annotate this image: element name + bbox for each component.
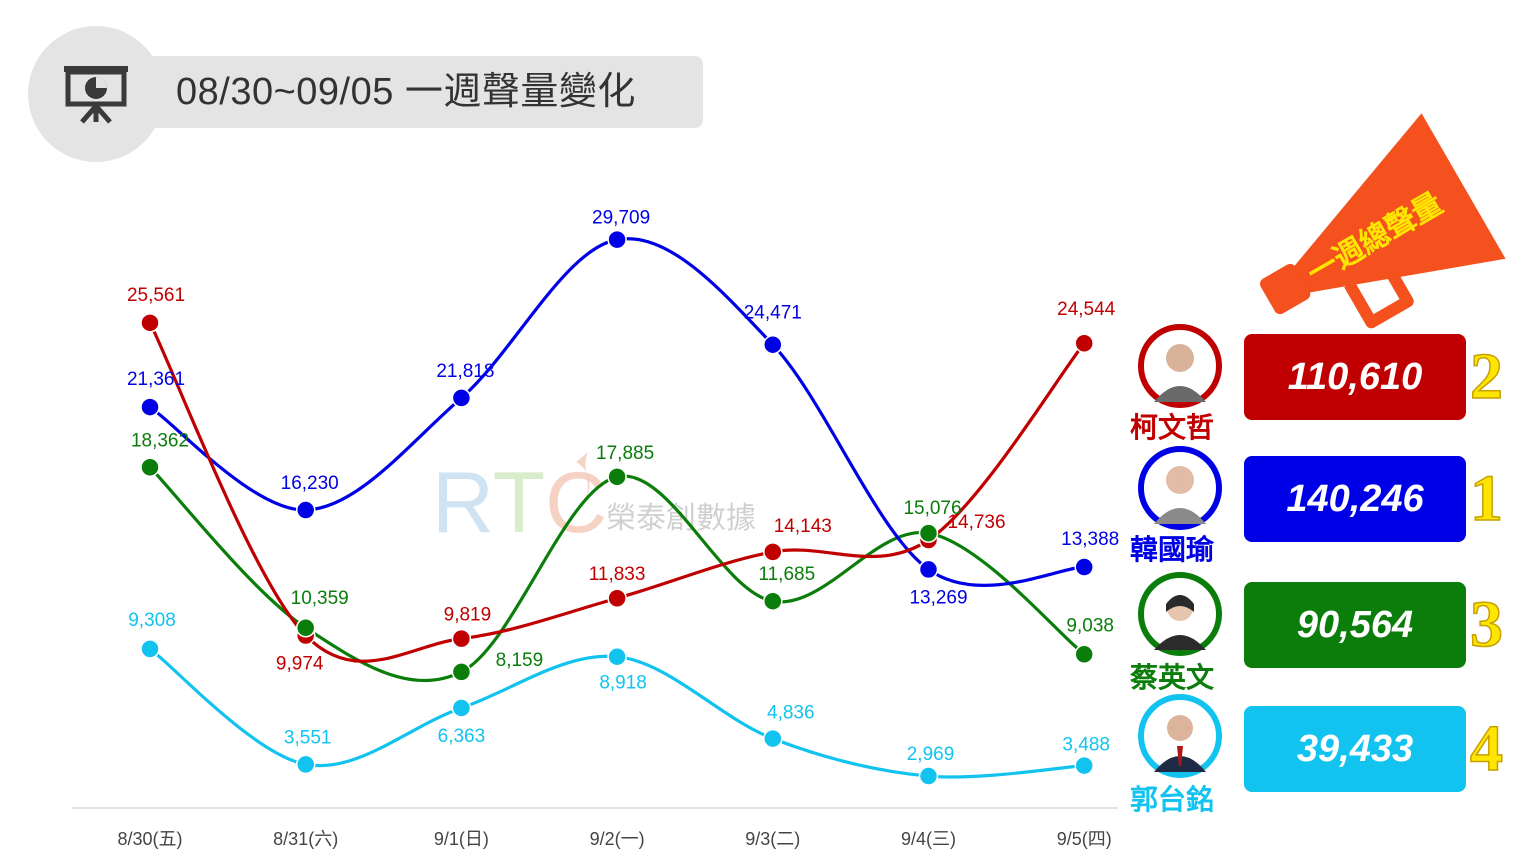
data-label: 17,885 [596,443,654,464]
data-label: 9,819 [444,605,492,626]
data-label: 8,159 [496,650,544,671]
candidate-name: 韓國瑜 [1130,534,1215,565]
data-point [140,457,160,478]
data-label: 2,969 [907,744,955,765]
data-point [918,523,939,543]
data-point [607,588,627,608]
avatar [1138,324,1222,408]
person-icon [1154,715,1206,772]
data-label: 9,974 [276,654,324,675]
avatar [1138,694,1222,778]
person-icon [1154,344,1206,402]
x-tick-label: 9/5(四) [1057,829,1112,849]
total-volume-box: 90,564 [1244,582,1466,668]
rank-number: 3 [1469,588,1504,661]
avatar [1138,572,1222,656]
data-point [607,229,627,250]
watermark-logo: RTC [432,455,607,551]
data-label: 15,076 [903,498,961,519]
data-point [295,618,316,638]
data-label: 14,736 [947,512,1005,533]
x-tick-label: 9/2(一) [590,829,645,849]
candidate-name: 柯文哲 [1130,412,1215,443]
data-label: 9,308 [128,610,176,631]
data-label: 13,388 [1061,529,1119,550]
data-label: 14,143 [774,516,832,537]
person-icon [1154,595,1206,650]
data-point [451,628,472,649]
total-volume-box: 140,246 [1244,456,1466,542]
rank-number: 1 [1469,462,1504,535]
data-label: 21,818 [436,361,494,382]
data-label: 10,359 [291,588,349,609]
data-label: 24,471 [744,303,802,324]
data-point [295,500,316,520]
page-title: 08/30~09/05 一週聲量變化 [176,71,636,113]
data-point [295,754,316,775]
x-tick-label: 9/1(日) [434,829,489,849]
data-point [140,397,160,417]
watermark: RTC 榮泰創數據 [432,452,756,551]
candidate-name: 郭台銘 [1130,784,1215,815]
data-point [607,467,627,487]
watermark-text: 榮泰創數據 [606,502,756,535]
data-label: 13,269 [909,587,967,608]
data-label: 18,362 [131,430,189,451]
data-label: 8,918 [599,673,647,694]
x-tick-label: 9/3(二) [745,829,800,849]
x-tick-label: 9/4(三) [901,829,956,849]
total-volume-box: 110,610 [1244,334,1466,420]
data-point [1074,644,1094,665]
rank-number: 2 [1469,340,1504,413]
data-label: 3,488 [1062,735,1110,756]
data-point [451,388,472,408]
rank-number: 4 [1469,712,1504,785]
data-label: 11,833 [589,564,646,585]
data-label: 11,685 [758,564,815,585]
data-point [451,662,472,682]
data-label: 9,038 [1066,615,1114,636]
data-label: 29,709 [592,208,650,229]
data-point [140,313,160,333]
data-point [763,728,783,749]
megaphone-icon: 一週總聲量 [1260,113,1506,329]
data-label: 3,551 [284,727,332,748]
data-label: 21,361 [127,369,185,390]
total-volume-box: 39,433 [1244,706,1466,792]
data-point [763,334,783,355]
data-point [607,646,627,667]
candidate-name: 蔡英文 [1130,662,1215,693]
data-label: 25,561 [127,285,185,306]
person-icon [1154,466,1206,524]
header-bar [98,56,703,128]
x-tick-label: 8/30(五) [117,829,182,849]
x-tick-label: 8/31(六) [273,829,338,849]
data-point [140,639,160,659]
data-label: 4,836 [767,703,815,724]
data-point [763,591,783,611]
data-label: 16,230 [281,473,339,494]
avatar [1138,446,1222,530]
presentation-chart-icon [64,66,128,124]
data-label: 24,544 [1057,299,1116,320]
data-point [451,698,472,718]
data-point [1074,557,1094,577]
data-point [1074,333,1094,353]
data-point [918,766,939,786]
data-label: 6,363 [438,726,486,747]
data-point [763,542,783,562]
data-point [918,559,939,580]
data-point [1074,755,1094,776]
